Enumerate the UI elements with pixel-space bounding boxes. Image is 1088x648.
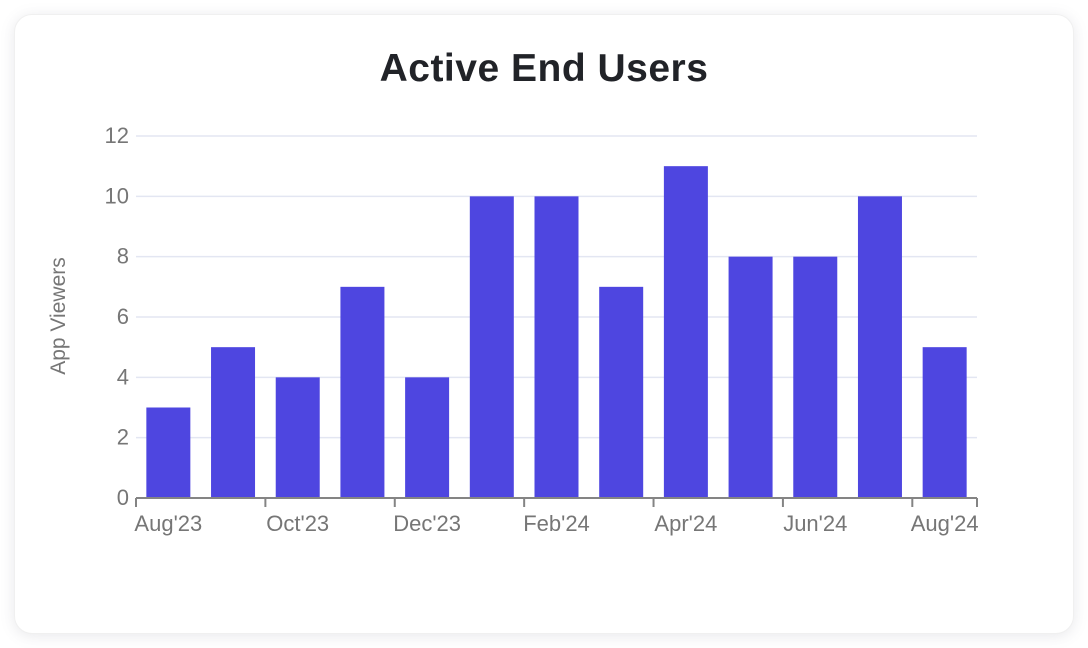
bar-Dec'23 [405,377,450,498]
bar-Nov'23 [340,286,385,498]
x-tick-label: Apr'24 [654,511,717,536]
bar-Aug'23 [146,407,191,498]
y-tick-label: 4 [117,364,129,389]
y-tick-label: 8 [117,244,129,269]
bar-Aug'24 [922,347,967,498]
bar-Oct'23 [275,377,320,498]
y-tick-label: 6 [117,304,129,329]
y-tick-label: 12 [105,123,129,148]
x-tick-label: Dec'23 [393,511,461,536]
bar-Jan'24 [469,196,514,499]
y-tick-label: 2 [117,425,129,450]
x-tick-label: Aug'24 [911,511,979,536]
bar-Apr'24 [663,166,708,498]
x-tick-label: Oct'23 [266,511,329,536]
bar-Jul'24 [857,196,902,499]
bar-chart-plot: 0 2 4 6 8 10 12 Aug'23 Oct'23 Dec'23 Feb'24 Apr'24 J… [105,123,979,536]
bar-Mar'24 [599,286,644,498]
bar-May'24 [728,256,773,498]
x-tick-label: Aug'23 [134,511,202,536]
x-tick-label: Jun'24 [783,511,847,536]
chart-title: Active End Users [379,47,709,90]
y-tick-label: 10 [105,183,129,208]
chart-card: Active End Users App Viewers 0 2 4 6 8 10 12 Au… [14,14,1074,634]
bar-Jun'24 [793,256,838,498]
y-tick-label: 0 [117,485,129,510]
bar-Feb'24 [534,196,579,499]
bar-Sep'23 [211,347,256,498]
x-tick-label: Feb'24 [523,511,590,536]
